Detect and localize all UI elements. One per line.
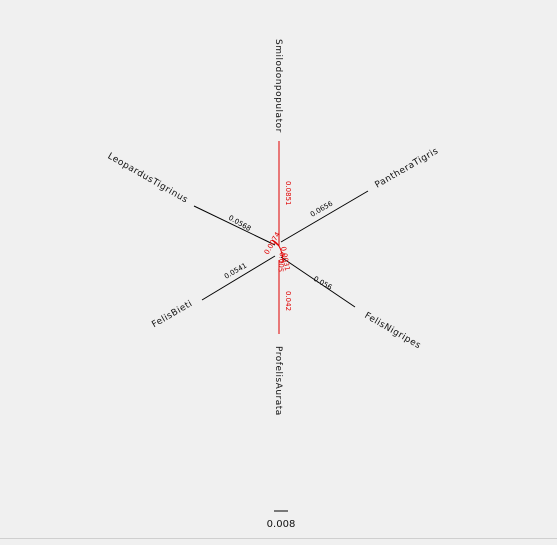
internal-branch-red — [271, 239, 284, 263]
internal-branch-label: 0.005 — [276, 252, 286, 273]
scale-bar-label: 0.008 — [267, 519, 296, 530]
branch-leopardustigrinus — [193, 205, 276, 246]
branch-felisnigripes — [280, 256, 356, 308]
taxon-label-felisnigripes: FelisNigripes — [363, 311, 423, 351]
taxon-label-pantheratigris: PantheraTigris — [374, 146, 441, 190]
branch-length-label: 0.042 — [284, 291, 292, 311]
branch-length-label: 0.0656 — [309, 199, 335, 218]
branch-length-label: 0.056 — [312, 275, 334, 292]
branch-felisbieti — [201, 255, 276, 301]
taxon-label-profelisaurata: ProfelisAurata — [273, 346, 283, 416]
taxon-label-leopardustigrinus: LeopardusTigrinus — [106, 151, 190, 205]
bottom-border — [0, 538, 557, 539]
branch-length-label: 0.0851 — [284, 181, 292, 206]
taxon-label-smilodonpopulator: Smilodonpopulator — [273, 39, 283, 133]
branch-pantheratigris — [280, 190, 369, 243]
branch-length-label: 0.0541 — [223, 262, 248, 281]
taxon-label-felisbieti: FelisBieti — [150, 299, 194, 330]
